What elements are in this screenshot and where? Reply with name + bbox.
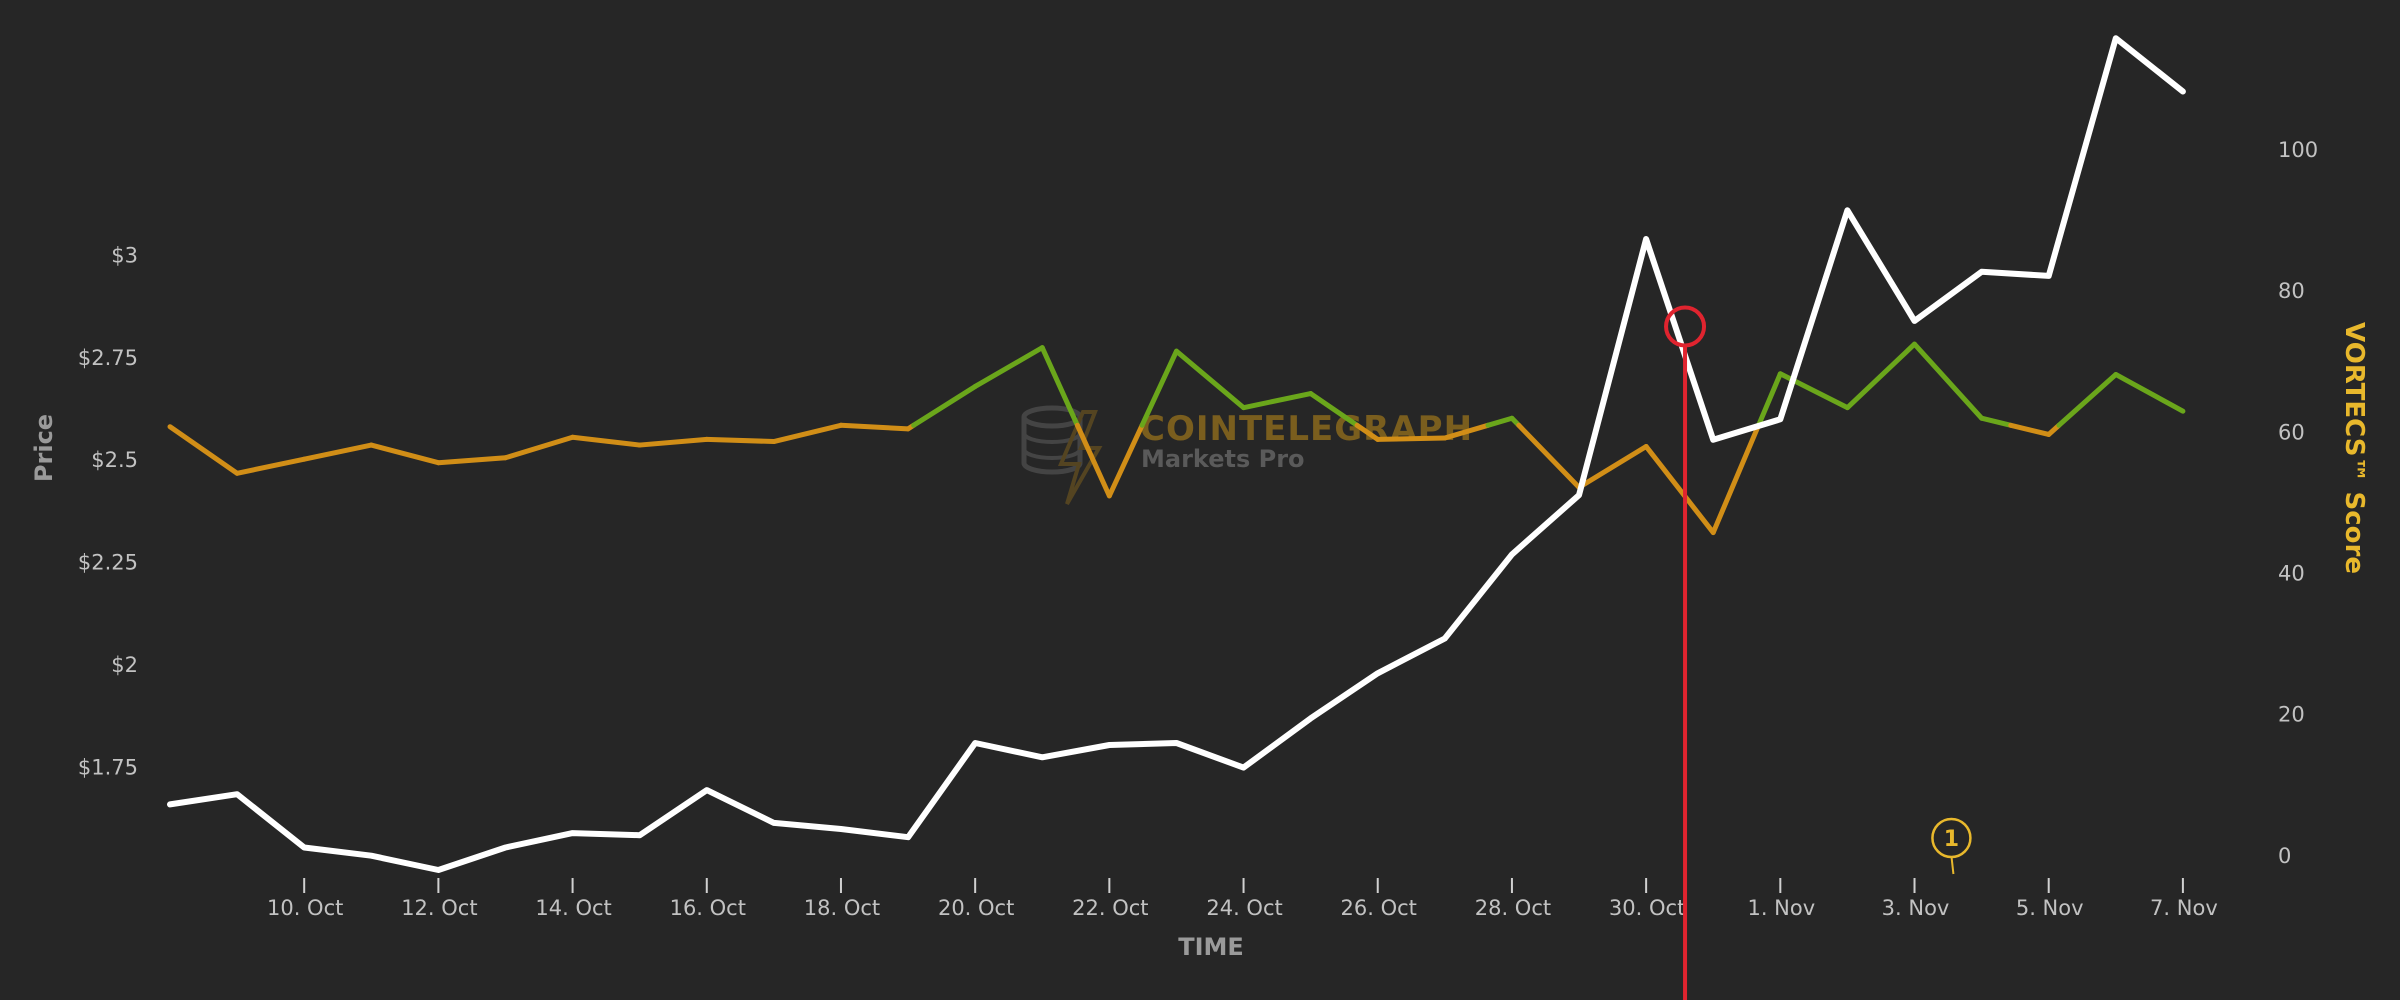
score-segment-26-0	[1912, 341, 1985, 421]
x-tick-label-7: 24. Oct	[1206, 896, 1282, 920]
marker-layer: 1	[1664, 305, 1972, 1000]
score-segment-5-0	[502, 434, 576, 461]
score-segment-20-1	[1516, 422, 1582, 490]
x-tick-label-5: 20. Oct	[938, 896, 1014, 920]
score-segment-4-0	[435, 455, 508, 466]
watermark-sub: Markets Pro	[1141, 445, 1305, 473]
series-layer	[167, 35, 2186, 873]
score-segment-0-0	[167, 424, 240, 476]
score-segment-19-1	[1485, 415, 1515, 428]
flag-stem	[1950, 855, 1955, 875]
score-segment-13-0	[1039, 345, 1080, 428]
x-tick-label-3: 16. Oct	[670, 896, 746, 920]
score-segment-15-0	[1173, 348, 1247, 411]
score-segment-18-0	[1375, 435, 1448, 442]
score-segment-13-1	[1074, 422, 1112, 499]
score-segment-10-0	[838, 422, 911, 432]
y2-tick-label-0: 0	[2278, 844, 2291, 868]
score-segment-28-1	[2056, 371, 2119, 428]
score-segment-29-0	[2113, 371, 2186, 414]
watermark-brand: COINTELEGRAPH	[1140, 409, 1473, 449]
watermark-logo-icon	[1021, 405, 1103, 505]
score-segment-27-1	[2008, 422, 2052, 437]
score-segment-23-0	[1710, 422, 1762, 536]
y-tick-label-2: $2.25	[78, 551, 138, 575]
score-segment-16-0	[1241, 391, 1314, 411]
y2-tick-label-4: 80	[2278, 279, 2305, 303]
score-segment-12-0	[972, 345, 1045, 389]
score-segment-17-0	[1308, 391, 1360, 428]
x-tick-label-8: 26. Oct	[1341, 896, 1417, 920]
x-tick-label-10: 30. Oct	[1609, 896, 1685, 920]
score-segment-21-0	[1576, 443, 1649, 490]
y2-axis-title: VORTECS™ Score	[2339, 322, 2369, 574]
x-tick-label-4: 18. Oct	[804, 896, 880, 920]
flag-label: 1	[1944, 827, 1959, 852]
score-segment-1-0	[234, 456, 307, 476]
score-segment-11-1	[911, 383, 978, 428]
price-line	[167, 35, 2186, 873]
score-segment-23-1	[1756, 371, 1783, 428]
x-tick-label-13: 5. Nov	[2016, 896, 2084, 920]
score-segment-14-0	[1106, 422, 1145, 499]
y-tick-label-5: $3	[111, 243, 138, 267]
score-segment-3-0	[368, 442, 441, 466]
score-segment-9-0	[771, 422, 844, 445]
y-axis-title: Price	[30, 414, 58, 482]
y2-tick-label-5: 100	[2278, 138, 2318, 162]
event-marker-circle[interactable]	[1664, 305, 1707, 348]
score-segment-8-0	[704, 436, 777, 445]
score-segment-19-0	[1442, 422, 1491, 441]
x-tick-label-9: 28. Oct	[1475, 896, 1551, 920]
score-segment-2-0	[301, 442, 374, 462]
y2-tick-label-1: 20	[2278, 703, 2305, 727]
x-tick-label-11: 1. Nov	[1747, 896, 1815, 920]
x-tick-label-14: 7. Nov	[2150, 896, 2218, 920]
score-segment-14-1	[1139, 348, 1179, 428]
score-segment-7-0	[637, 436, 710, 448]
y2-tick-label-2: 40	[2278, 562, 2305, 586]
y-axis-price: $1.75 $2 $2.25 $2.5 $2.75 $3	[78, 243, 138, 779]
y2-tick-label-3: 60	[2278, 420, 2305, 444]
score-segment-22-0	[1643, 443, 1716, 536]
watermark: COINTELEGRAPH Markets Pro	[1021, 405, 1473, 505]
score-segment-25-0	[1844, 341, 1918, 411]
x-axis-title: TIME	[1178, 933, 1244, 961]
score-segment-6-0	[570, 434, 643, 448]
x-tick-label-2: 14. Oct	[535, 896, 611, 920]
flag-circle[interactable]	[1931, 817, 1972, 859]
x-tick-label-12: 3. Nov	[1882, 896, 1950, 920]
score-segment-27-0	[1979, 415, 2014, 428]
y-tick-label-0: $1.75	[78, 756, 138, 780]
score-segment-17-1	[1354, 422, 1381, 442]
y-tick-label-1: $2	[111, 653, 138, 677]
x-tick-label-6: 22. Oct	[1072, 896, 1148, 920]
x-tick-label-1: 12. Oct	[401, 896, 477, 920]
y-tick-label-3: $2.5	[91, 448, 138, 472]
y-tick-label-4: $2.75	[78, 346, 138, 370]
x-tick-label-0: 10. Oct	[267, 896, 343, 920]
x-axis: 10. Oct 12. Oct 14. Oct 16. Oct 18. Oct 20. O…	[267, 878, 2218, 920]
y-axis-score: 0 20 40 60 80 100	[2278, 138, 2318, 868]
